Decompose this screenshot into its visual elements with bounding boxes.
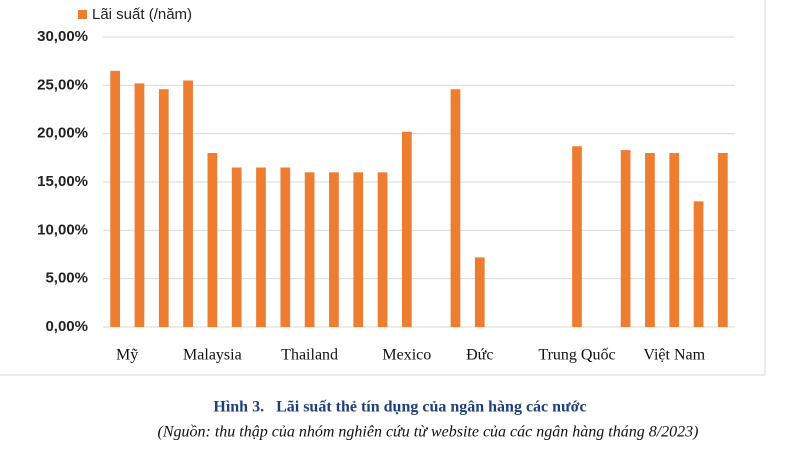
bar [474, 257, 485, 327]
bar [620, 150, 631, 327]
x-tick-label: Mexico [382, 347, 431, 364]
y-tick-label: 20,00% [37, 125, 88, 142]
caption: Hình 3. Lãi suất thẻ tín dụng của ngân h… [213, 399, 586, 416]
legend-label: Lãi suất (/năm) [92, 6, 192, 23]
bar [110, 70, 121, 327]
x-tick-label: Trung Quốc [538, 347, 615, 364]
y-tick-label: 30,00% [37, 28, 88, 45]
bar [304, 172, 315, 327]
bar [280, 167, 291, 327]
x-tick-label: Mỹ [116, 347, 138, 364]
bar [256, 167, 266, 327]
bar [401, 131, 412, 327]
bar [717, 153, 728, 327]
bar [207, 153, 218, 327]
bar [572, 146, 582, 327]
bar [353, 172, 364, 327]
bar [377, 172, 388, 327]
bar [231, 167, 242, 327]
y-tick-label: 25,00% [37, 76, 88, 93]
x-tick-label: Malaysia [183, 347, 242, 364]
y-tick-label: 10,00% [37, 221, 88, 238]
bar [183, 80, 193, 327]
bar [158, 89, 169, 327]
y-tick-label: 0,00% [45, 318, 88, 335]
bar [134, 83, 145, 328]
bar [669, 153, 680, 327]
legend-swatch [78, 10, 87, 19]
x-tick-label: Việt Nam [643, 347, 705, 364]
bar [450, 89, 461, 327]
y-tick-label: 5,00% [45, 270, 88, 287]
bar [645, 153, 655, 327]
bar [693, 201, 704, 327]
x-tick-label: Đức [466, 347, 493, 364]
y-tick-label: 15,00% [37, 173, 88, 190]
bar [329, 172, 339, 327]
source: (Nguồn: thu thập của nhóm nghiên cứu từ … [158, 424, 699, 441]
x-tick-label: Thailand [281, 347, 338, 364]
